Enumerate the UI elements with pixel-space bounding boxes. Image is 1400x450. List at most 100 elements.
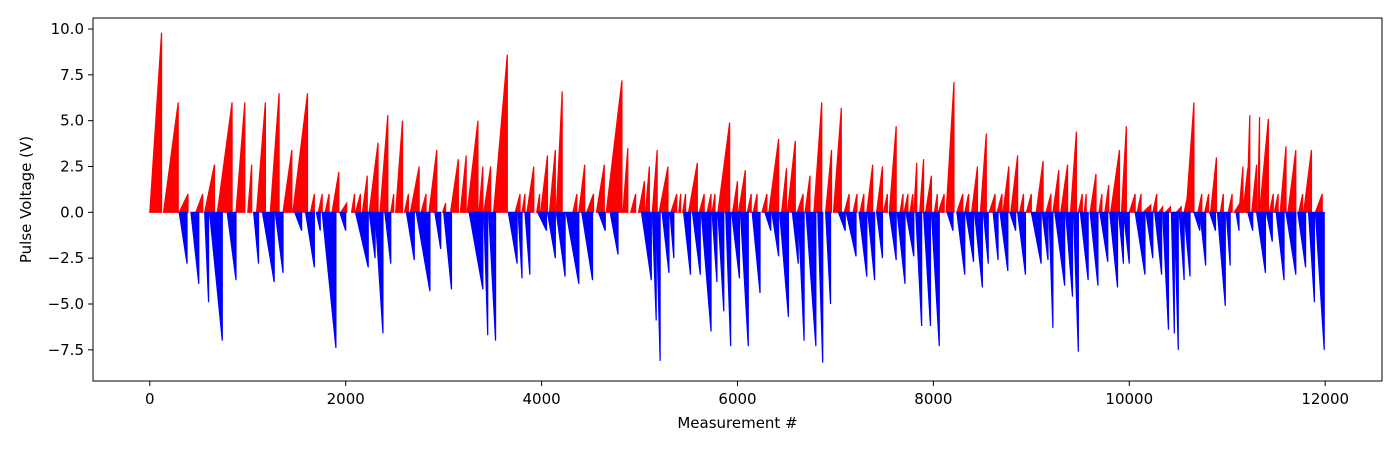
positive-pulse-ramp: [1314, 193, 1323, 213]
positive-pulse-ramp: [1052, 170, 1060, 213]
positive-pulse-ramp: [1256, 116, 1261, 213]
negative-pulse-ramp: [190, 211, 200, 284]
positive-pulse-ramp: [746, 193, 752, 213]
negative-pulse-ramp: [764, 211, 772, 231]
positive-pulse-ramp: [514, 193, 521, 213]
y-tick-label: −5.0: [48, 295, 84, 313]
positive-pulse-ramp: [247, 164, 253, 213]
x-tick-label: 0: [145, 390, 155, 408]
positive-pulse-ramp: [711, 193, 716, 213]
negative-pulse-ramp: [536, 211, 548, 231]
positive-pulse-ramp: [629, 193, 637, 213]
positive-pulse-ramp: [956, 193, 964, 213]
negative-pulse-ramp: [817, 211, 824, 363]
positive-pulse-ramp: [1035, 160, 1044, 213]
negative-pulse-ramp: [354, 211, 369, 268]
positive-pulse-ramp: [1219, 193, 1224, 213]
negative-pulse-ramp: [252, 211, 260, 264]
negative-pulse-ramp: [1265, 211, 1273, 242]
negative-pulse-ramp: [415, 211, 431, 292]
positive-pulse-ramp: [478, 166, 484, 213]
positive-pulse-ramp: [403, 193, 409, 213]
positive-pulse-ramp: [350, 193, 356, 213]
negative-pulse-ramp: [922, 211, 932, 327]
positive-pulse-ramp: [681, 193, 687, 213]
negative-pulse-ramp: [1216, 211, 1226, 306]
positive-pulse-ramp: [919, 159, 925, 213]
negative-pulse-ramp: [915, 211, 923, 327]
positive-pulse-ramp: [605, 80, 623, 213]
positive-pulse-ramp: [852, 193, 858, 213]
x-tick-label: 8000: [914, 390, 952, 408]
negative-pulse-ramp: [1161, 211, 1170, 330]
positive-pulse-ramp: [644, 166, 650, 213]
positive-pulse-ramp: [1002, 166, 1010, 213]
positive-pulse-ramp: [162, 102, 179, 213]
y-tick-label: 0.0: [60, 203, 84, 221]
negative-pulse-ramp: [208, 211, 223, 341]
positive-pulse-ramp: [595, 164, 605, 213]
x-axis: 0 2000 4000 6000 8000 10000 12000: [145, 381, 1349, 408]
negative-pulse-ramp: [1154, 211, 1163, 275]
negative-pulse-ramp: [1275, 211, 1285, 281]
x-tick-label: 12000: [1301, 390, 1349, 408]
positive-pulse-ramp: [670, 193, 678, 213]
positive-pulse-ramp: [368, 142, 379, 213]
positive-pulse-ramp: [1152, 193, 1158, 213]
positive-pulse-ramp: [1297, 193, 1304, 213]
positive-pulse-ramp: [737, 170, 746, 213]
negative-pulse-ramp: [468, 211, 484, 290]
positive-pulse-ramp: [786, 140, 796, 213]
x-tick-label: 6000: [718, 390, 756, 408]
positive-pulse-ramp: [395, 120, 404, 213]
negative-pulse-ramp: [488, 211, 497, 341]
positive-pulse-ramp: [963, 193, 970, 213]
positive-pulse-ramp: [1273, 193, 1279, 213]
negative-pulse-ramp: [778, 211, 790, 317]
negative-pulse-ramp: [1099, 211, 1109, 262]
negative-pulse-ramp: [1183, 211, 1191, 277]
positive-pulse-ramp: [317, 193, 323, 213]
negative-pulse-ramp: [321, 211, 337, 349]
positive-pulse-ramp: [1045, 193, 1052, 213]
positive-pulse-ramp: [178, 193, 189, 213]
negative-pulse-ramp: [1145, 211, 1154, 259]
positive-pulse-ramp: [933, 193, 938, 213]
positive-pulse-ramp: [658, 166, 669, 213]
positive-pulse-ramp: [390, 193, 395, 213]
positive-pulse-ramp: [824, 149, 833, 213]
positive-pulse-ramp: [698, 193, 705, 213]
negative-pulse-ramp: [1170, 211, 1175, 334]
positive-pulse-ramp: [1164, 205, 1172, 213]
positive-pulse-ramp: [1238, 166, 1244, 213]
positive-pulse-ramp: [441, 202, 447, 213]
negative-pulse-ramp: [293, 211, 303, 231]
negative-pulse-ramp: [973, 211, 983, 288]
positive-pulse-ramp: [216, 102, 233, 213]
negative-pulse-ramp: [965, 211, 975, 262]
positive-pulse-ramp: [859, 193, 865, 213]
positive-pulse-ramp: [1060, 164, 1069, 213]
positive-pulse-ramp: [331, 171, 340, 213]
positive-pulse-ramp: [1136, 193, 1142, 213]
positive-pulse-ramp: [379, 115, 389, 213]
positive-pulse-series: [149, 32, 1323, 213]
negative-pulse-ramp: [730, 211, 741, 279]
negative-pulse-ramp: [805, 211, 817, 347]
positive-pulse-ramp: [449, 159, 459, 213]
negative-pulse-ramp: [1193, 211, 1201, 231]
negative-pulse-ramp: [682, 211, 692, 275]
negative-pulse-ramp: [1008, 211, 1017, 231]
positive-pulse-ramp: [1185, 102, 1195, 213]
positive-pulse-ramp: [1018, 193, 1025, 213]
negative-pulse-ramp: [1178, 211, 1185, 281]
y-tick-label: 7.5: [60, 66, 84, 84]
positive-pulse-ramp: [1098, 193, 1103, 213]
positive-pulse-ramp: [752, 193, 758, 213]
negative-pulse-ramp: [797, 211, 805, 341]
negative-pulse-ramp: [1255, 211, 1267, 273]
positive-pulse-ramp: [651, 149, 658, 213]
positive-pulse-ramp: [309, 193, 315, 213]
negative-pulse-ramp: [905, 211, 915, 257]
